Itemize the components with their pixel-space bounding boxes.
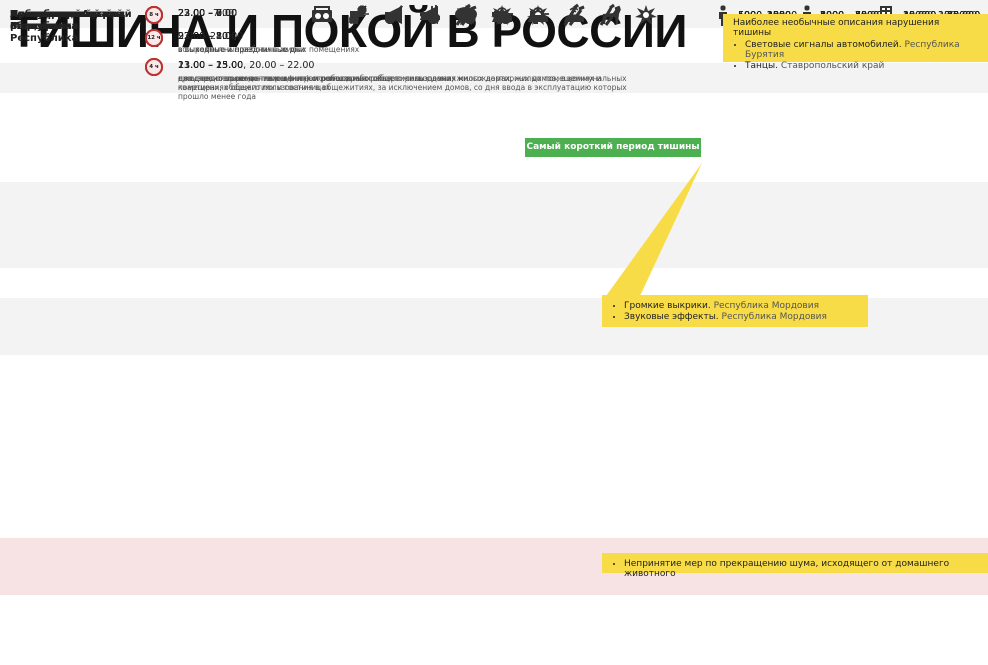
- time-note: в выходные и праздничные дни: [178, 45, 305, 54]
- arkhangelsk-callout: Непринятие мер по прекращению шума, исхо…: [602, 553, 988, 579]
- time-note: ежедневно проведение ремонтных работ в м…: [178, 74, 627, 101]
- quiet-time: 23.00 – 7.00: [178, 8, 238, 19]
- region-name: Республика Мордовия: [10, 9, 79, 32]
- quiet-time: 22.00 – 6.00: [178, 8, 238, 19]
- region-name: Красноярский край: [10, 9, 124, 20]
- item-text: Световые сигналы автомобилей.: [745, 40, 902, 50]
- quiet-time: 21.00 – 23.00: [178, 60, 244, 71]
- region-name: Краснодарский край: [10, 9, 132, 20]
- hours-badge: 12 ч: [145, 29, 163, 47]
- region-name: Чеченская республика: [10, 9, 79, 32]
- item-region: Республика Бурятия: [745, 40, 960, 60]
- region-name: Архангельская область: [10, 9, 97, 32]
- callout-item: Танцы. Ставропольский край: [745, 61, 978, 71]
- item-text: Громкие выкрики.: [624, 301, 711, 311]
- item-text: Танцы.: [745, 61, 778, 71]
- quiet-time: 22.00 – 9.00: [178, 8, 238, 19]
- quiet-time: 23.00 – 7.00: [178, 8, 238, 19]
- quiet-time: 23.00 – 10.00: [178, 31, 244, 42]
- region-row: Краснодарский край8 ч23.00 – 7.001000300…: [0, 5, 988, 298]
- quiet-time: 13.00 – 15.00, 20.00 – 22.00: [178, 60, 315, 71]
- region-name: Республика Адыгея: [10, 9, 126, 20]
- callout-item: Непринятие мер по прекращению шума, исхо…: [624, 559, 978, 579]
- page-title: ТИШИНА И ПОКОЙ В РОССИИ: [10, 5, 687, 57]
- quiet-time: 22.00 – 10.00: [178, 31, 244, 42]
- callout-item: Световые сигналы автомобилей. Республика…: [745, 40, 978, 60]
- callout-item: Звуковые эффекты. Республика Мордовия: [624, 312, 858, 322]
- hours-badge: 4 ч: [145, 58, 163, 76]
- unusual-callout: Наиболее необычные описания нарушения ти…: [723, 14, 988, 71]
- quiet-time: 23.00 – 7.00: [178, 8, 238, 19]
- schedule: 8 ч 23.00 – 7.00 12 ч 22.00 – 10.00 в выходн…: [145, 6, 638, 58]
- callout-list: Световые сигналы автомобилей. Республика…: [745, 40, 978, 71]
- time-note: в выходные и праздничные дни: [178, 45, 305, 54]
- quiet-time: 13.00 – 15.00: [178, 60, 244, 71]
- item-region: Ставропольский край: [780, 61, 885, 71]
- region-name: Приморский край: [10, 9, 113, 20]
- mordovia-callout: Громкие выкрики. Республика МордовияЗвук…: [602, 295, 868, 327]
- quiet-time: 22.00 –7.00: [178, 8, 235, 19]
- quiet-time: 22.00 – 10.00: [178, 31, 244, 42]
- item-region: Республика Мордовия: [713, 301, 819, 311]
- quiet-time: 22.00 – 8.00: [178, 31, 238, 42]
- time-note: производство ремонтных и (или) строитель…: [178, 74, 457, 83]
- quiet-time: 22.00 – 9.00: [178, 8, 238, 19]
- callout-list: Громкие выкрики. Республика МордовияЗвук…: [624, 301, 858, 322]
- region-name: Кабардино-Балкарская Республика: [10, 9, 79, 44]
- item-text: Звуковые эффекты.: [624, 312, 719, 322]
- quiet-time: 23.00 – 6.00: [178, 8, 238, 19]
- time-note: для строительно-монтажных и ремонтных ра…: [178, 74, 374, 83]
- time-note: ежедневно в жилых помещениях и помещения…: [178, 74, 627, 92]
- quiet-time: 13.00 – 15.00: [178, 60, 244, 71]
- schedule-entry: 8 ч 23.00 – 7.00: [145, 6, 638, 25]
- region-row: Приморский край11 ч22.00 – 9.0011 ч23.00…: [0, 5, 988, 448]
- callout-list: Непринятие мер по прекращению шума, исхо…: [624, 559, 978, 579]
- time-note: в выходные и праздничные дни: [178, 45, 305, 54]
- shortest-period-label: Самый короткий период тишины: [525, 138, 701, 157]
- time-note: в выходные и праздничные дни: [178, 45, 305, 54]
- region-row: Чувашская Республика8 ч23.00 – 7.0010 ч2…: [0, 5, 988, 268]
- schedule-entry: 4 ч 13.00 – 15.00, 20.00 – 22.00 производс…: [145, 58, 638, 83]
- noise-icons: [312, 3, 585, 26]
- time-note: вс – ремонтные работы в жилых помещениях: [178, 45, 360, 54]
- callout-title: Наиболее необычные описания нарушения ти…: [733, 18, 940, 38]
- quiet-time: 23.00 – 7.00: [178, 8, 238, 19]
- schedule-entry: 12 ч 22.00 – 10.00 в выходные и праздничны…: [145, 29, 638, 54]
- quiet-time: 22.00 – 7.00: [178, 8, 238, 19]
- region-row: Чеченская республика9 ч22.00 –7.009 ч23.…: [0, 5, 988, 182]
- hours-badge: 8 ч: [145, 6, 163, 24]
- time-note: в выходные и праздничные дни: [178, 45, 305, 54]
- quiet-time: 9.00 – 22.00: [178, 31, 238, 42]
- region-name: Чувашская Республика: [10, 9, 79, 32]
- item-region: Республика Мордовия: [721, 312, 827, 322]
- region-name: Ленинградская область: [10, 9, 100, 32]
- quiet-time: 23.00 – 8.00: [178, 31, 238, 42]
- callout-item: Громкие выкрики. Республика Мордовия: [624, 301, 858, 311]
